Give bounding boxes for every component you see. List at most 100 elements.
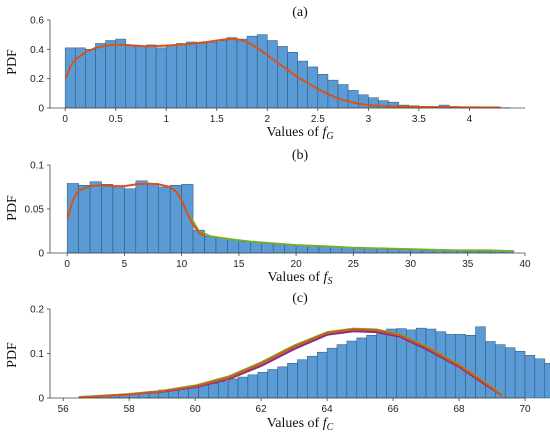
panel-b-x-tick-label: 30 — [405, 259, 417, 270]
panel-c-y-tick-label: 0.2 — [30, 305, 44, 316]
panel-a-x-tick-label: 2.5 — [311, 114, 325, 125]
panel-a-bar — [297, 60, 308, 109]
panel-b-bar — [135, 180, 148, 254]
panel-a-xlabel-var: f — [322, 125, 328, 140]
panel-a-bar — [165, 44, 177, 109]
panel-b-x-tick-label: 20 — [291, 259, 303, 270]
panel-b-y-tick-label: 0.05 — [25, 205, 45, 216]
panel-c-bar — [297, 359, 308, 399]
panel-c-bar — [425, 328, 437, 399]
panel-b-bar — [78, 184, 91, 254]
panel-c-y-tick-label: 0.1 — [30, 349, 44, 360]
panel-a: (a) PDF 0 0.5 1 1.5 2 2.5 3 3.5 4 0 0.2 0.4 0.6 Valu… — [5, 5, 525, 142]
panel-b-x-tick-label: 0 — [64, 259, 70, 270]
panel-c-fit-line-2 — [78, 328, 503, 399]
panel-c-bar — [415, 327, 427, 399]
panel-a-bar — [287, 52, 298, 109]
panel-b-y-tick-label: 0 — [38, 249, 44, 260]
panel-c-xlabel-sub: C — [327, 422, 334, 433]
panel-a-bar — [236, 38, 248, 109]
panel-c-bar — [504, 347, 516, 399]
panel-b-xlabel: Values of fS — [268, 270, 333, 287]
panel-b-bar — [215, 237, 228, 254]
panel-b-bar — [101, 184, 114, 254]
panel-c-bar — [544, 363, 550, 399]
panel-c-x-tick-label: 70 — [519, 404, 531, 415]
panel-c-xlabel-var: f — [323, 416, 329, 431]
panel-c-bar — [247, 374, 259, 399]
panel-b-bar — [227, 239, 240, 254]
panel-a-bar — [337, 84, 349, 109]
panel-b-bar — [295, 245, 308, 254]
panel-b-bar — [387, 249, 400, 254]
panel-a-bar — [135, 46, 147, 109]
panel-b-bar — [169, 184, 182, 254]
panel-a-plot: 0 0.5 1 1.5 2 2.5 3 3.5 4 0 0.2 0.4 0.6 — [30, 16, 525, 125]
panel-b-xlabel-prefix: Values of — [268, 270, 324, 285]
panel-b-bar — [284, 244, 297, 254]
panel-c-ylabel: PDF — [5, 342, 20, 368]
panel-b-bar — [147, 183, 159, 254]
panel-b-bar — [204, 236, 217, 254]
panel-c-bar — [514, 351, 526, 399]
panel-b-x-tick-label: 40 — [519, 259, 531, 270]
panel-c-x-tick-label: 64 — [322, 404, 334, 415]
panel-a-xlabel-prefix: Values of — [266, 125, 322, 140]
panel-c-bar — [316, 351, 328, 399]
panel-a-bar — [85, 49, 96, 109]
panel-a-bar — [206, 41, 218, 109]
panel-c-bar — [356, 337, 367, 399]
panel-c-bar — [534, 358, 546, 399]
panel-b-label: (b) — [292, 148, 309, 163]
panel-c-bar — [326, 347, 338, 399]
panel-b-bar — [158, 186, 171, 254]
panel-b-x-tick-label: 5 — [122, 259, 128, 270]
panel-c-xlabel: Values of fC — [267, 416, 334, 433]
panel-a-x-tick-label: 3 — [366, 114, 372, 125]
panel-c-bar — [386, 328, 397, 399]
panel-c-bar — [257, 371, 268, 399]
panel-a-bar — [277, 46, 288, 109]
panel-c-x-tick-label: 68 — [453, 404, 465, 415]
panel-a-fit-line-0 — [65, 38, 501, 109]
panel-a-x-tick-label: 0.5 — [109, 114, 123, 125]
panel-c-x-tick-label: 60 — [190, 404, 202, 415]
panel-c: (c) PDF 56 58 60 62 64 66 68 70 0 0.1 0.2 Values o… — [5, 291, 550, 433]
panel-a-bar — [347, 90, 359, 109]
panel-c-bar — [237, 376, 249, 399]
panel-a-bar — [226, 37, 238, 109]
panel-a-x-tick-label: 2 — [265, 114, 271, 125]
panel-a-x-tick-label: 4 — [467, 114, 473, 125]
panel-a-x-tick-label: 0 — [62, 114, 68, 125]
panel-a-bar — [216, 40, 228, 109]
panel-c-plot: 56 58 60 62 64 66 68 70 0 0.1 0.2 — [30, 305, 550, 415]
panel-a-ylabel: PDF — [5, 49, 20, 75]
panel-b-xlabel-sub: S — [327, 276, 332, 287]
panel-c-x-tick-label: 58 — [124, 404, 136, 415]
panel-a-bar — [115, 38, 127, 109]
panel-c-y-tick-label: 0 — [38, 394, 44, 405]
panel-b-bar — [261, 243, 274, 254]
panel-b-x-tick-label: 25 — [348, 259, 360, 270]
panel-b-bar — [307, 245, 320, 254]
panel-a-bar — [186, 41, 197, 109]
panel-c-x-tick-label: 62 — [256, 404, 268, 415]
panel-c-bar — [475, 326, 486, 399]
panel-c-x-tick-label: 66 — [387, 404, 399, 415]
panel-c-bar — [217, 381, 229, 399]
panel-a-bar — [176, 43, 187, 109]
panel-a-bar — [196, 43, 207, 109]
panel-a-bar — [145, 44, 157, 109]
panel-a-xlabel-sub: G — [326, 131, 333, 142]
panel-b-xlabel-var: f — [324, 270, 330, 285]
panel-a-bar — [267, 40, 278, 109]
panel-b: (b) PDF 0 5 10 15 20 25 30 35 40 0 0.05 0.1 Values … — [5, 148, 531, 287]
panel-a-y-tick-label: 0 — [38, 104, 44, 115]
panel-c-bar — [445, 334, 456, 399]
panel-c-bar — [524, 355, 536, 399]
panel-c-bar — [227, 378, 239, 399]
panel-b-x-tick-label: 10 — [176, 259, 188, 270]
panel-c-bar — [287, 363, 298, 399]
panel-a-label: (a) — [292, 5, 308, 20]
